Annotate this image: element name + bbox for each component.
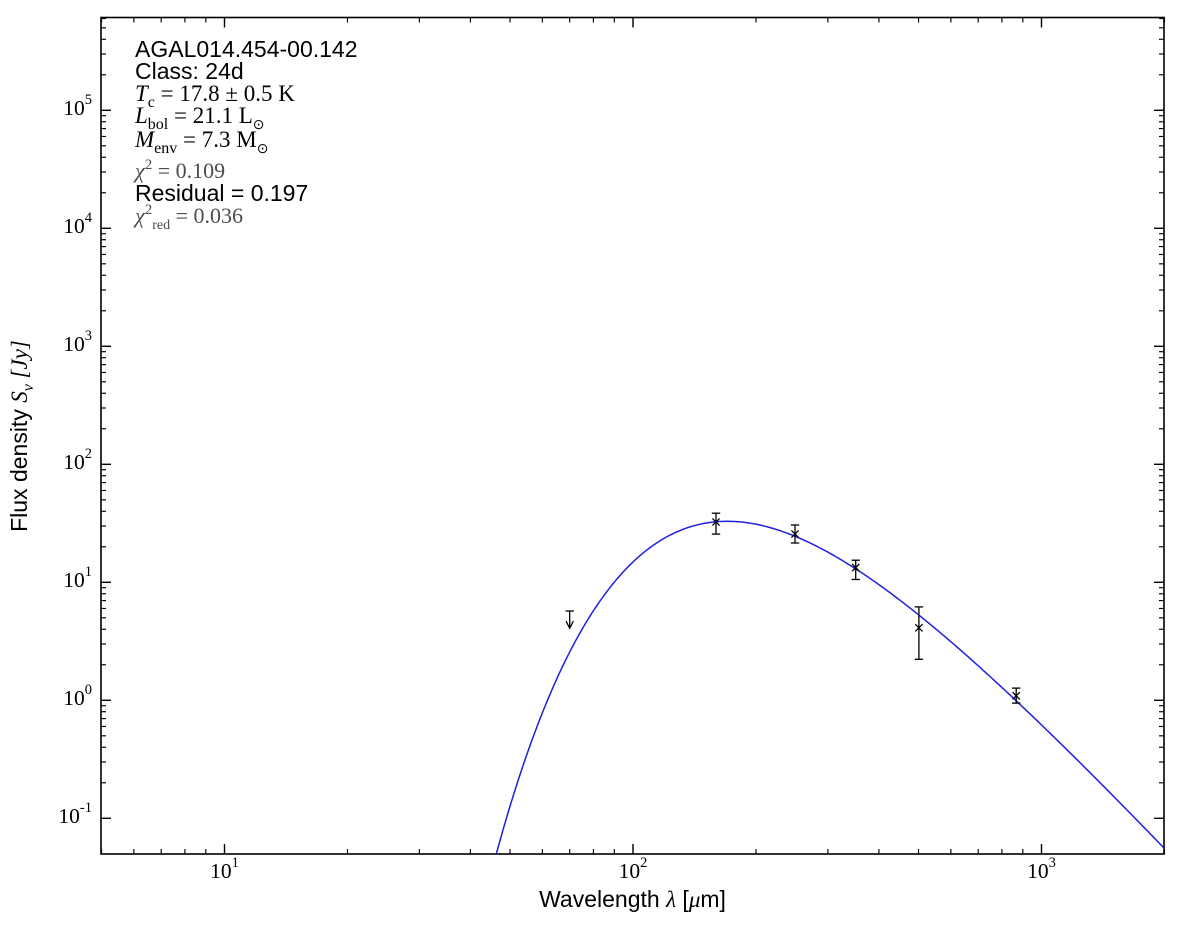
svg-text:Flux density Sν [Jy]: Flux density Sν [Jy] [6, 340, 37, 532]
svg-text:103: 103 [1027, 855, 1056, 883]
svg-text:Menv = 7.3 M⊙: Menv = 7.3 M⊙ [134, 127, 268, 157]
svg-text:103: 103 [63, 328, 92, 356]
svg-text:102: 102 [63, 446, 92, 474]
svg-text:10-1: 10-1 [58, 800, 92, 828]
svg-text:104: 104 [63, 210, 93, 238]
svg-text:Wavelength λ [μm]: Wavelength λ [μm] [539, 886, 726, 912]
svg-text:100: 100 [63, 682, 92, 710]
svg-text:χ2red = 0.036: χ2red = 0.036 [133, 202, 243, 233]
svg-text:105: 105 [63, 92, 92, 120]
svg-text:101: 101 [210, 855, 239, 883]
svg-text:101: 101 [63, 564, 92, 592]
svg-text:102: 102 [619, 855, 648, 883]
